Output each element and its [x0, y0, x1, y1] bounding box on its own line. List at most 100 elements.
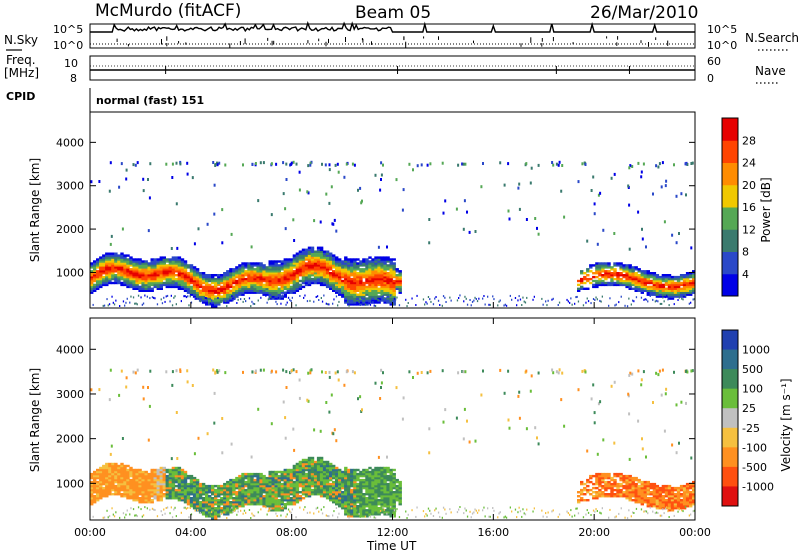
power-cell — [492, 295, 493, 297]
power-cell — [226, 270, 229, 272]
nsearch-mark — [438, 36, 439, 40]
nsearch-mark — [655, 37, 656, 40]
power-cell — [497, 304, 498, 306]
power-cell — [429, 298, 430, 300]
velocity-cell — [126, 473, 129, 475]
velocity-cell — [632, 499, 635, 501]
power-cell — [148, 262, 151, 264]
velocity-cell — [380, 467, 383, 469]
power-cell — [614, 304, 615, 306]
velocity-cell — [377, 473, 380, 475]
velocity-cell — [157, 473, 160, 475]
power-cell — [352, 163, 354, 166]
velocity-cell — [111, 493, 114, 495]
power-cell — [338, 171, 340, 174]
velocity-cell — [371, 469, 374, 471]
power-cell — [286, 178, 288, 181]
power-cell — [598, 278, 601, 280]
velocity-cell — [350, 509, 353, 511]
power-cell — [551, 161, 553, 164]
power-cell — [186, 162, 188, 165]
power-cell — [287, 302, 288, 304]
velocity-cell — [356, 505, 359, 507]
power-cell — [589, 278, 592, 280]
power-cell — [472, 301, 473, 303]
power-cell — [174, 295, 175, 297]
power-cell — [570, 297, 571, 299]
power-cell — [577, 280, 580, 282]
velocity-cell — [668, 485, 671, 487]
velocity-cell — [329, 473, 332, 475]
power-cell — [151, 288, 154, 290]
power-cell — [187, 173, 189, 176]
power-cell — [572, 304, 573, 306]
velocity-cell — [187, 475, 190, 477]
velocity-cell — [680, 499, 683, 501]
power-cell — [115, 300, 116, 302]
power-cell — [667, 298, 668, 300]
power-cell — [332, 254, 335, 256]
power-cell — [503, 305, 504, 307]
power-cell — [613, 278, 616, 280]
power-cell — [614, 173, 616, 176]
power-cell — [172, 256, 175, 258]
nsearch-mark — [117, 39, 118, 42]
power-cell — [607, 270, 610, 272]
power-cell — [252, 163, 254, 166]
velocity-cell — [293, 465, 296, 467]
power-cell — [677, 276, 680, 278]
nsearch-mark — [362, 38, 363, 40]
velocity-cell — [386, 475, 389, 477]
power-cell — [383, 256, 386, 258]
power-cell — [190, 264, 193, 266]
power-cell — [277, 303, 278, 305]
power-cell — [511, 299, 512, 301]
power-cell — [405, 299, 406, 301]
velocity-cell — [99, 491, 102, 493]
velocity-cell — [368, 471, 371, 473]
power-cell — [457, 299, 458, 301]
velocity-cell — [390, 473, 393, 475]
velocity-cell — [589, 475, 592, 477]
velocity-cell — [299, 491, 302, 493]
power-cell — [335, 230, 337, 233]
velocity-cell — [232, 497, 235, 499]
velocity-cell — [126, 465, 129, 467]
power-cell — [181, 300, 182, 302]
power-cell — [323, 295, 324, 297]
power-cell — [595, 262, 598, 264]
cpid-label: CPID — [6, 90, 35, 103]
velocity-cell — [380, 386, 382, 389]
power-cell — [206, 297, 207, 299]
nsearch-tick-bottom: 10^0 — [707, 39, 737, 52]
power-cell — [586, 274, 589, 276]
velocity-cell — [145, 473, 148, 475]
velocity-cell — [610, 483, 613, 485]
power-cell — [272, 260, 275, 262]
power-cell — [217, 163, 219, 166]
power-cell — [271, 162, 273, 165]
power-cell — [635, 266, 638, 268]
power-cell — [217, 274, 220, 276]
power-cell — [390, 258, 393, 260]
power-cell — [347, 258, 350, 260]
velocity-cell — [592, 483, 595, 485]
power-cell — [619, 278, 622, 280]
velocity-cell — [638, 485, 641, 487]
power-cell — [347, 301, 348, 303]
power-cell — [129, 268, 132, 270]
velocity-cell — [175, 485, 178, 487]
power-cell — [504, 184, 506, 187]
velocity-cell — [102, 491, 105, 493]
velocity-cell — [109, 398, 111, 401]
power-cell — [589, 270, 592, 272]
power-cell — [346, 163, 348, 166]
velocity-cell — [286, 386, 288, 389]
velocity-cell — [616, 473, 619, 475]
velocity-cell — [314, 491, 317, 493]
nsky-trace — [90, 23, 695, 32]
velocity-cell — [335, 491, 338, 493]
velocity-cell — [293, 491, 296, 493]
power-cell — [427, 164, 429, 167]
